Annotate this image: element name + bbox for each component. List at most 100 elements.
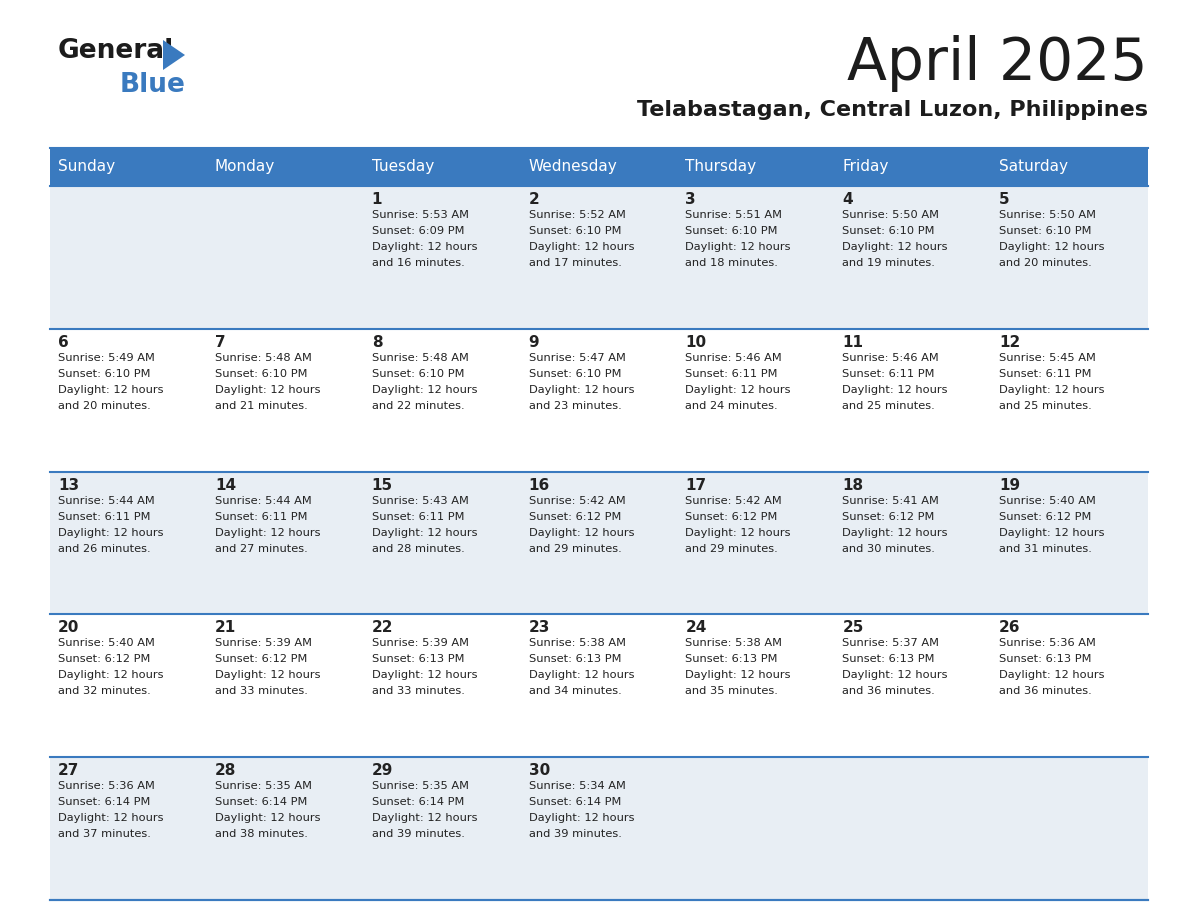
Text: Sunrise: 5:41 AM: Sunrise: 5:41 AM: [842, 496, 940, 506]
Text: Sunrise: 5:44 AM: Sunrise: 5:44 AM: [215, 496, 311, 506]
Bar: [677, 186, 834, 329]
Bar: [50, 472, 207, 614]
Bar: [834, 472, 991, 614]
Bar: [207, 472, 364, 614]
Text: Daylight: 12 hours: Daylight: 12 hours: [999, 670, 1105, 680]
Text: Sunset: 6:13 PM: Sunset: 6:13 PM: [685, 655, 778, 665]
Text: 16: 16: [529, 477, 550, 493]
Text: 3: 3: [685, 192, 696, 207]
Text: Friday: Friday: [842, 160, 889, 174]
Text: Daylight: 12 hours: Daylight: 12 hours: [58, 528, 164, 538]
Bar: [50, 329, 207, 472]
Text: Sunset: 6:10 PM: Sunset: 6:10 PM: [529, 369, 621, 379]
Bar: [834, 148, 991, 186]
Bar: [677, 148, 834, 186]
Text: 13: 13: [58, 477, 80, 493]
Text: Sunset: 6:12 PM: Sunset: 6:12 PM: [842, 511, 935, 521]
Bar: [991, 614, 1148, 757]
Text: Daylight: 12 hours: Daylight: 12 hours: [529, 242, 634, 252]
Text: 11: 11: [842, 335, 864, 350]
Text: Sunrise: 5:48 AM: Sunrise: 5:48 AM: [372, 353, 468, 363]
Text: Sunrise: 5:38 AM: Sunrise: 5:38 AM: [685, 638, 783, 648]
Text: Daylight: 12 hours: Daylight: 12 hours: [999, 385, 1105, 395]
Bar: [207, 186, 364, 329]
Text: Sunrise: 5:38 AM: Sunrise: 5:38 AM: [529, 638, 626, 648]
Text: 18: 18: [842, 477, 864, 493]
Text: Daylight: 12 hours: Daylight: 12 hours: [372, 528, 478, 538]
Bar: [520, 329, 677, 472]
Text: Daylight: 12 hours: Daylight: 12 hours: [842, 528, 948, 538]
Text: and 22 minutes.: and 22 minutes.: [372, 401, 465, 410]
Bar: [991, 148, 1148, 186]
Text: Daylight: 12 hours: Daylight: 12 hours: [685, 528, 791, 538]
Text: 6: 6: [58, 335, 69, 350]
Text: Sunrise: 5:43 AM: Sunrise: 5:43 AM: [372, 496, 468, 506]
Text: Sunset: 6:10 PM: Sunset: 6:10 PM: [529, 226, 621, 236]
Text: Sunset: 6:14 PM: Sunset: 6:14 PM: [372, 797, 465, 807]
Text: Sunrise: 5:52 AM: Sunrise: 5:52 AM: [529, 210, 625, 220]
Text: 15: 15: [372, 477, 393, 493]
Text: Daylight: 12 hours: Daylight: 12 hours: [842, 670, 948, 680]
Text: Sunset: 6:11 PM: Sunset: 6:11 PM: [842, 369, 935, 379]
Text: 4: 4: [842, 192, 853, 207]
Text: and 20 minutes.: and 20 minutes.: [999, 258, 1092, 268]
Text: 8: 8: [372, 335, 383, 350]
Text: Sunset: 6:14 PM: Sunset: 6:14 PM: [215, 797, 308, 807]
Text: April 2025: April 2025: [847, 35, 1148, 92]
Text: 28: 28: [215, 763, 236, 778]
Text: and 32 minutes.: and 32 minutes.: [58, 687, 151, 697]
Bar: [991, 757, 1148, 900]
Text: Daylight: 12 hours: Daylight: 12 hours: [215, 385, 321, 395]
Text: 9: 9: [529, 335, 539, 350]
Text: Sunrise: 5:48 AM: Sunrise: 5:48 AM: [215, 353, 311, 363]
Text: and 34 minutes.: and 34 minutes.: [529, 687, 621, 697]
Text: and 33 minutes.: and 33 minutes.: [215, 687, 308, 697]
Text: Sunrise: 5:45 AM: Sunrise: 5:45 AM: [999, 353, 1097, 363]
Bar: [834, 614, 991, 757]
Text: Daylight: 12 hours: Daylight: 12 hours: [58, 670, 164, 680]
Text: Sunrise: 5:46 AM: Sunrise: 5:46 AM: [842, 353, 939, 363]
Text: Daylight: 12 hours: Daylight: 12 hours: [685, 670, 791, 680]
Text: Tuesday: Tuesday: [372, 160, 434, 174]
Text: and 35 minutes.: and 35 minutes.: [685, 687, 778, 697]
Text: Daylight: 12 hours: Daylight: 12 hours: [999, 242, 1105, 252]
Text: Sunrise: 5:35 AM: Sunrise: 5:35 AM: [215, 781, 312, 791]
Text: Sunrise: 5:50 AM: Sunrise: 5:50 AM: [842, 210, 940, 220]
Text: Daylight: 12 hours: Daylight: 12 hours: [685, 242, 791, 252]
Text: Daylight: 12 hours: Daylight: 12 hours: [372, 813, 478, 823]
Text: Sunset: 6:12 PM: Sunset: 6:12 PM: [215, 655, 308, 665]
Text: and 36 minutes.: and 36 minutes.: [999, 687, 1092, 697]
Text: and 38 minutes.: and 38 minutes.: [215, 829, 308, 839]
Text: and 25 minutes.: and 25 minutes.: [999, 401, 1092, 410]
Text: Sunset: 6:14 PM: Sunset: 6:14 PM: [58, 797, 151, 807]
Text: Sunrise: 5:49 AM: Sunrise: 5:49 AM: [58, 353, 154, 363]
Text: Daylight: 12 hours: Daylight: 12 hours: [529, 385, 634, 395]
Text: Daylight: 12 hours: Daylight: 12 hours: [529, 670, 634, 680]
Text: Sunset: 6:09 PM: Sunset: 6:09 PM: [372, 226, 465, 236]
Text: Sunset: 6:10 PM: Sunset: 6:10 PM: [58, 369, 151, 379]
Text: and 21 minutes.: and 21 minutes.: [215, 401, 308, 410]
Text: 12: 12: [999, 335, 1020, 350]
Text: and 39 minutes.: and 39 minutes.: [529, 829, 621, 839]
Text: Sunrise: 5:42 AM: Sunrise: 5:42 AM: [685, 496, 782, 506]
Text: 19: 19: [999, 477, 1020, 493]
Text: Sunrise: 5:35 AM: Sunrise: 5:35 AM: [372, 781, 469, 791]
Text: Sunrise: 5:40 AM: Sunrise: 5:40 AM: [999, 496, 1097, 506]
Text: Sunset: 6:13 PM: Sunset: 6:13 PM: [529, 655, 621, 665]
Bar: [677, 757, 834, 900]
Text: Sunset: 6:13 PM: Sunset: 6:13 PM: [842, 655, 935, 665]
Text: and 25 minutes.: and 25 minutes.: [842, 401, 935, 410]
Bar: [834, 186, 991, 329]
Text: Sunset: 6:12 PM: Sunset: 6:12 PM: [58, 655, 151, 665]
Text: Sunset: 6:10 PM: Sunset: 6:10 PM: [999, 226, 1092, 236]
Text: and 26 minutes.: and 26 minutes.: [58, 543, 151, 554]
Text: Daylight: 12 hours: Daylight: 12 hours: [842, 242, 948, 252]
Text: 30: 30: [529, 763, 550, 778]
Bar: [991, 329, 1148, 472]
Text: and 23 minutes.: and 23 minutes.: [529, 401, 621, 410]
Text: Sunset: 6:11 PM: Sunset: 6:11 PM: [215, 511, 308, 521]
Text: Sunday: Sunday: [58, 160, 115, 174]
Text: Sunrise: 5:53 AM: Sunrise: 5:53 AM: [372, 210, 469, 220]
Text: 27: 27: [58, 763, 80, 778]
Text: and 36 minutes.: and 36 minutes.: [842, 687, 935, 697]
